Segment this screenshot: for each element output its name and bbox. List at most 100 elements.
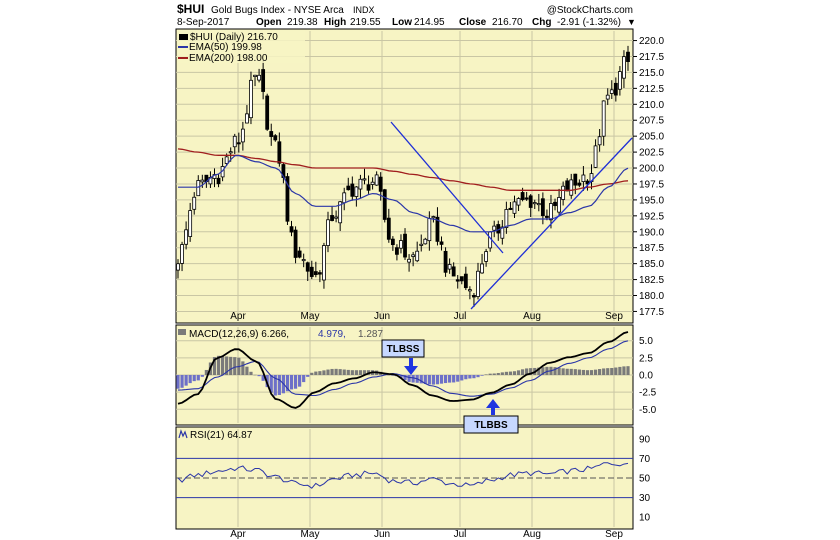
price-tick-label: 215.0 [639,68,664,79]
price-tick-label: 205.0 [639,132,664,143]
macd-histogram-bar [334,368,338,375]
macd-histogram-bar [602,368,606,375]
price-candle-body [419,243,424,246]
macd-histogram-bar [285,375,290,392]
x-tick-label: Jul [454,311,467,322]
price-candle-body [427,218,432,242]
price-candle-body [439,241,444,245]
price-candle-body [435,216,440,242]
tlbbs-callout-box [463,415,519,434]
price-candle-body [447,264,452,270]
price-candle-body [261,69,266,92]
macd-histogram-bar [500,372,504,375]
macd-histogram-bar [443,375,448,384]
uptrend-line [470,137,633,310]
downtrend-line [390,121,504,254]
macd-histogram-bar [225,356,229,375]
price-tick-label: 180.0 [639,291,664,302]
price-candle-body [184,229,189,245]
macd-histogram-bar [196,375,200,381]
macd-tick-label: -5.0 [639,405,657,416]
macd-histogram-bar [180,375,184,388]
macd-histogram-bar [257,375,261,377]
price-tick-label: 187.5 [639,243,664,254]
macd-histogram-bar [387,374,391,376]
price-candle-body [532,202,537,205]
macd-histogram-bar [622,366,626,375]
price-tick-label: 177.5 [639,307,664,318]
price-candle-body [573,173,578,186]
macd-histogram-bar [512,371,517,375]
macd-histogram-bar [427,375,431,385]
price-candle-body [467,289,472,292]
price-tick-label: 210.0 [639,100,664,111]
macd-histogram-bar [306,375,310,377]
price-candle-body [346,185,351,191]
price-candle-body [317,272,322,275]
x-tick-label: Jun [374,529,390,540]
macd-histogram-bar [537,367,541,375]
macd-histogram-bar [460,375,464,381]
low-value: 214.95 [414,17,445,28]
price-candle-body [516,198,521,206]
macd-histogram-bar [626,366,630,375]
low-label: Low [392,17,412,28]
tlbss-callout-box [381,339,425,358]
macd-histogram-bar [411,375,415,383]
price-candle-body [386,217,391,240]
macd-tick-label: 5.0 [639,336,653,347]
price-candle-body [224,156,229,164]
price-tick-label: 200.0 [639,164,664,175]
high-label: High [324,17,346,28]
ema200-line [177,148,629,191]
price-candle-body [358,178,363,190]
price-series [176,45,633,310]
price-candle-body [232,135,237,148]
price-candle-body [443,250,448,273]
x-tick-label: Aug [523,311,541,322]
price-legend-swatch [179,34,188,40]
price-candle-body [257,74,261,81]
macd-histogram-bar [298,375,302,387]
macd-histogram-bar [569,368,573,375]
price-candle-body [577,182,582,186]
macd-histogram-bar [488,373,492,375]
macd-histogram-bar [354,370,358,375]
macd-histogram-bar [200,375,204,377]
macd-histogram-bar [277,375,281,395]
price-candle-body [601,100,606,137]
price-candle-body [431,216,436,219]
macd-histogram-bar [573,369,577,375]
x-tick-label: Sep [605,529,623,540]
price-candle-body [269,131,274,137]
price-candle-body [228,151,233,154]
x-tick-label: Aug [523,529,541,540]
macd-tick-label: -2.5 [639,388,657,399]
price-candle-body [180,244,184,264]
price-candle-body [366,184,371,191]
price-candle-body [597,136,602,146]
price-candle-body [545,215,549,218]
price-candle-body [236,142,241,145]
macd-histogram-bar [391,375,395,376]
price-candle-body [455,279,460,282]
macd-histogram-bar [606,368,610,375]
macd-histogram-bar [362,370,367,375]
macd-histogram-bar [496,372,500,375]
x-tick-label: Jun [374,311,390,322]
price-legend-label: $HUI (Daily) 216.70 [190,32,278,43]
price-candle-body [354,186,359,197]
macd-histogram-bar [399,375,403,379]
price-tick-label: 190.0 [639,227,664,238]
price-candle-body [553,201,557,207]
high-value: 219.55 [350,17,381,28]
macd-histogram-bar [245,366,249,375]
price-candle-body [293,229,298,258]
price-candle-body [309,266,314,277]
open-value: 219.38 [287,17,318,28]
price-candle-body [192,196,197,210]
price-candle-body [480,263,484,274]
x-tick-label: May [301,311,320,322]
macd-legend-label: MACD(12,26,9) 6.266, [189,329,289,340]
macd-histogram-bar [212,357,217,375]
